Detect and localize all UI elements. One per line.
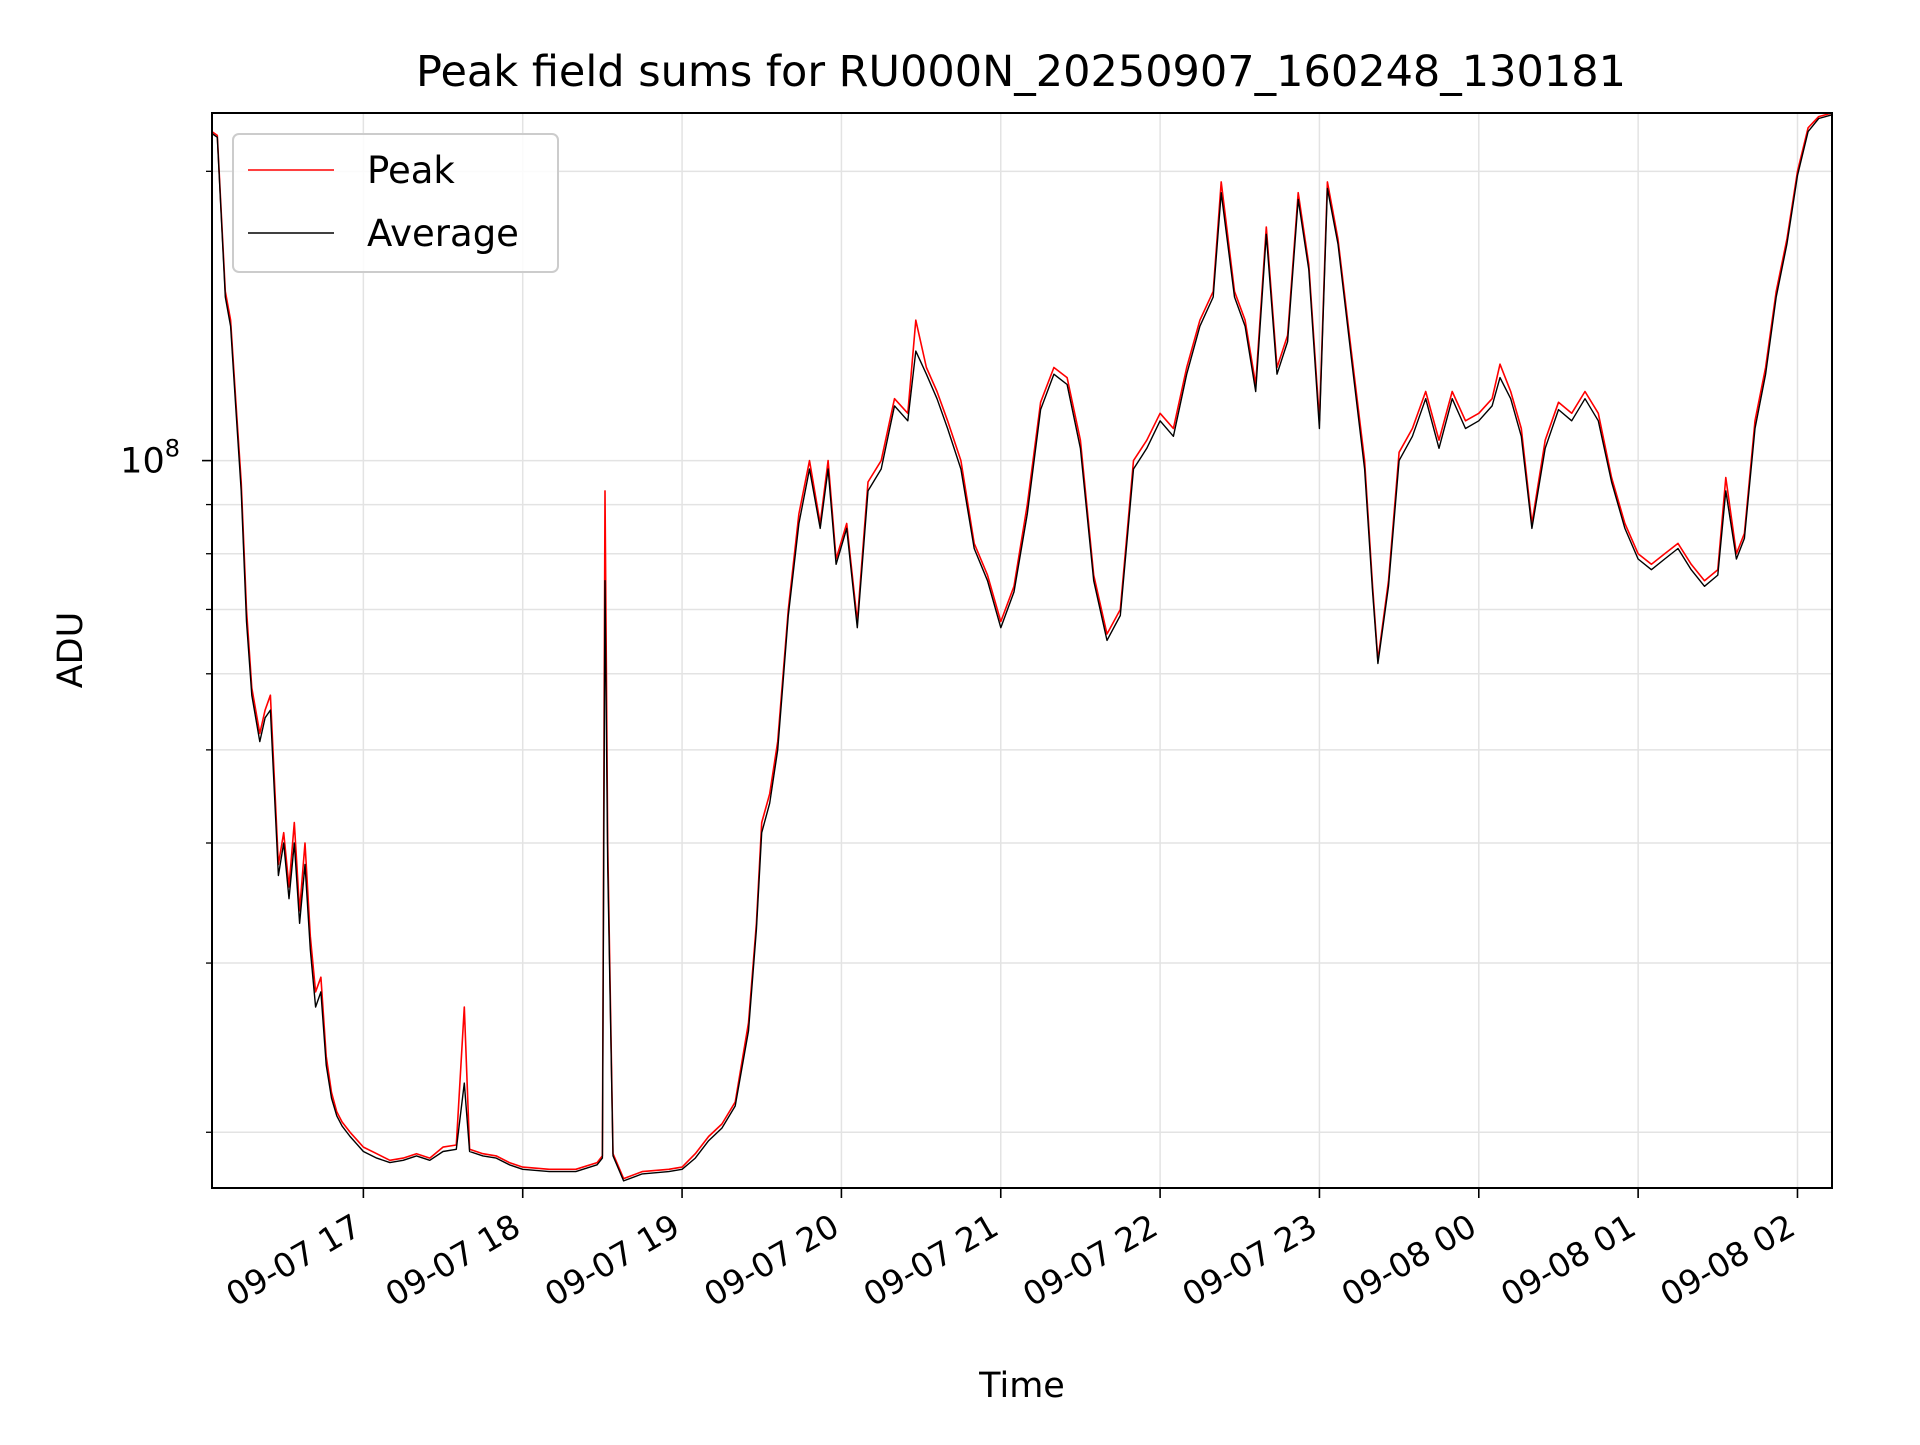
- legend: Peak Average: [232, 133, 559, 273]
- series-line-average: [211, 114, 1833, 1182]
- y-tick-label: 108: [120, 435, 180, 482]
- x-axis-label: Time: [978, 1366, 1065, 1406]
- legend-box: [232, 133, 559, 273]
- legend-label-peak: Peak: [367, 149, 455, 192]
- series-lines: [211, 112, 1833, 1182]
- grid-lines: [212, 113, 1832, 1188]
- chart-title: Peak field sums for RU000N_20250907_1602…: [416, 47, 1626, 97]
- plot-frame: [211, 112, 1833, 1189]
- series-line-peak: [211, 112, 1833, 1180]
- y-axis-label: ADU: [51, 612, 91, 689]
- y-axis: 108: [120, 170, 212, 1133]
- legend-label-average: Average: [367, 212, 519, 255]
